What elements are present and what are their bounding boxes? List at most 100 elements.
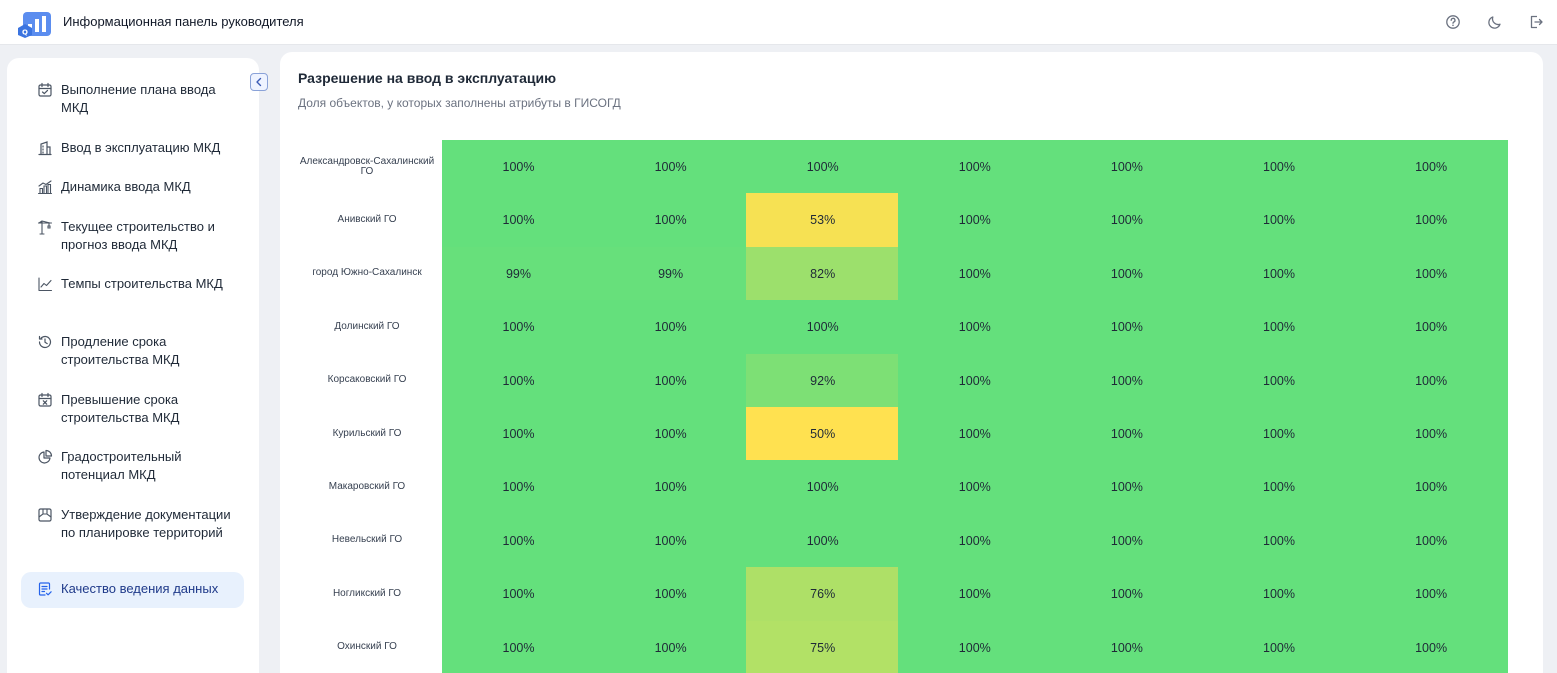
heatmap-cell[interactable]: 100% [746,513,900,568]
heatmap-cell[interactable]: 100% [1202,407,1356,461]
heatmap-cell[interactable]: 82% [746,246,900,301]
heatmap-cell[interactable]: 100% [594,300,748,355]
heatmap-cell[interactable]: 75% [746,620,900,673]
heatmap-cell[interactable]: 100% [1354,460,1508,515]
heatmap-cell-label: 100% [502,160,535,174]
heatmap-cell[interactable]: 100% [1202,620,1356,673]
heatmap-cell[interactable]: 100% [1050,407,1204,461]
heatmap-cell-label: 99% [658,266,684,281]
heatmap-cell-label: 75% [810,640,836,655]
heatmap-cell[interactable]: 100% [1354,193,1508,248]
heatmap-cell-label: 100% [654,480,687,495]
heatmap-cell-label: 100% [1110,266,1143,281]
heatmap-cell[interactable]: 100% [442,353,595,408]
heatmap-row-label: Ногликский ГО [332,587,402,599]
heatmap-cell-label: 82% [810,266,836,281]
heatmap-cell[interactable]: 100% [1354,353,1508,408]
sidebar-item-extension[interactable]: Продление срока строительства МКД [21,333,244,369]
heatmap-cell[interactable]: 100% [1202,140,1356,194]
sidebar-item-current-construction[interactable]: Текущее строительство и прогноз ввода МК… [21,218,244,254]
heatmap-cell-label: 100% [806,320,839,335]
sidebar-item-pace[interactable]: Темпы строительства МКД [21,275,244,293]
heatmap-cell[interactable]: 100% [898,193,1052,248]
heatmap-cell[interactable]: 100% [594,140,748,194]
heatmap-cell[interactable]: 100% [898,460,1052,515]
heatmap-cell[interactable]: 100% [1050,353,1204,408]
heatmap-cell[interactable]: 100% [594,567,748,622]
heatmap-cell[interactable]: 76% [746,567,900,622]
heatmap-cell[interactable]: 100% [1050,620,1204,673]
heatmap-cell[interactable]: 100% [1202,193,1356,248]
chevron-left-icon [256,77,262,87]
heatmap-cell[interactable]: 100% [898,513,1052,568]
sidebar-item-dynamics[interactable]: Динамика ввода МКД [21,178,244,196]
heatmap-cell[interactable]: 50% [746,407,900,461]
heatmap-cell[interactable]: 100% [442,407,595,461]
heatmap-cell[interactable]: 100% [594,353,748,408]
heatmap-cell[interactable]: 100% [1354,300,1508,355]
heatmap-cell-label: 100% [958,320,991,335]
sidebar-collapse-button[interactable] [250,73,268,91]
heatmap-cell[interactable]: 100% [442,140,595,194]
heatmap-cell[interactable]: 100% [442,193,595,248]
heatmap-cell[interactable]: 100% [1354,620,1508,673]
heatmap-cell[interactable]: 100% [746,460,900,515]
heatmap-cell[interactable]: 100% [442,513,595,568]
heatmap-cell[interactable]: 100% [594,513,748,568]
heatmap-cell[interactable]: 100% [746,140,900,194]
heatmap-cell[interactable]: 100% [898,620,1052,673]
heatmap-cell[interactable]: 100% [898,353,1052,408]
heatmap-cell[interactable]: 100% [898,246,1052,301]
heatmap-cell[interactable]: 100% [1050,567,1204,622]
heatmap-cell[interactable]: 100% [1050,246,1204,301]
heatmap-cell[interactable]: 100% [1202,567,1356,622]
heatmap-cell[interactable]: 100% [1354,407,1508,461]
heatmap-cell[interactable]: 100% [1202,353,1356,408]
heatmap-cell[interactable]: 100% [442,300,595,355]
heatmap-cell[interactable]: 100% [1202,460,1356,515]
heatmap-cell[interactable]: 100% [594,620,748,673]
heatmap-cell[interactable]: 100% [1050,300,1204,355]
heatmap-cell[interactable]: 100% [442,567,595,622]
heatmap-cell[interactable]: 100% [898,407,1052,461]
heatmap-cell[interactable]: 99% [442,246,595,301]
sidebar-item-potential[interactable]: Градостроительный потенциал МКД [21,448,244,484]
heatmap-cell[interactable]: 100% [746,300,900,355]
heatmap-cell[interactable]: 100% [898,300,1052,355]
heatmap-cell[interactable]: 100% [898,567,1052,622]
heatmap-cell[interactable]: 53% [746,193,900,248]
heatmap-cell-label: 100% [1263,427,1295,441]
heatmap-cell[interactable]: 100% [1050,193,1204,248]
heatmap-cell[interactable]: 100% [1354,513,1508,568]
sidebar-item-data-quality[interactable]: Качество ведения данных [21,572,244,608]
heatmap-cell[interactable]: 100% [1050,513,1204,568]
heatmap-cell[interactable]: 99% [594,246,748,301]
heatmap-cell-label: 100% [654,533,687,548]
heatmap-cell[interactable]: 100% [1202,246,1356,301]
heatmap-cell[interactable]: 100% [1050,460,1204,515]
page-title: Разрешение на ввод в эксплуатацию [298,70,557,86]
document-check-icon [38,582,52,596]
heatmap-cell[interactable]: 100% [1202,300,1356,355]
sidebar-item-commissioning[interactable]: Ввод в эксплуатацию МКД [21,139,244,157]
help-icon[interactable] [1445,14,1461,30]
heatmap-cell-label: 100% [806,480,839,495]
logout-icon[interactable] [1528,14,1544,30]
heatmap-cell[interactable]: 100% [1202,513,1356,568]
heatmap-cell[interactable]: 100% [442,620,595,673]
heatmap-cell[interactable]: 100% [1354,246,1508,301]
heatmap-cell[interactable]: 100% [1354,567,1508,622]
heatmap-cell[interactable]: 100% [898,140,1052,194]
heatmap-cell[interactable]: 100% [594,407,748,461]
heatmap-cell[interactable]: 100% [594,193,748,248]
heatmap-cell[interactable]: 100% [442,460,595,515]
heatmap-cell[interactable]: 100% [594,460,748,515]
heatmap-row-label: Анивский ГО [337,213,397,225]
heatmap-cell[interactable]: 92% [746,353,900,408]
heatmap-cell[interactable]: 100% [1354,140,1508,194]
sidebar-item-planning-docs[interactable]: Утверждение документации по планировке т… [21,506,244,542]
heatmap-cell[interactable]: 100% [1050,140,1204,194]
sidebar-item-plan[interactable]: Выполнение плана ввода МКД [21,81,244,117]
sidebar-item-overdue[interactable]: Превышение срока строительства МКД [21,391,244,427]
theme-moon-icon[interactable] [1487,14,1503,30]
